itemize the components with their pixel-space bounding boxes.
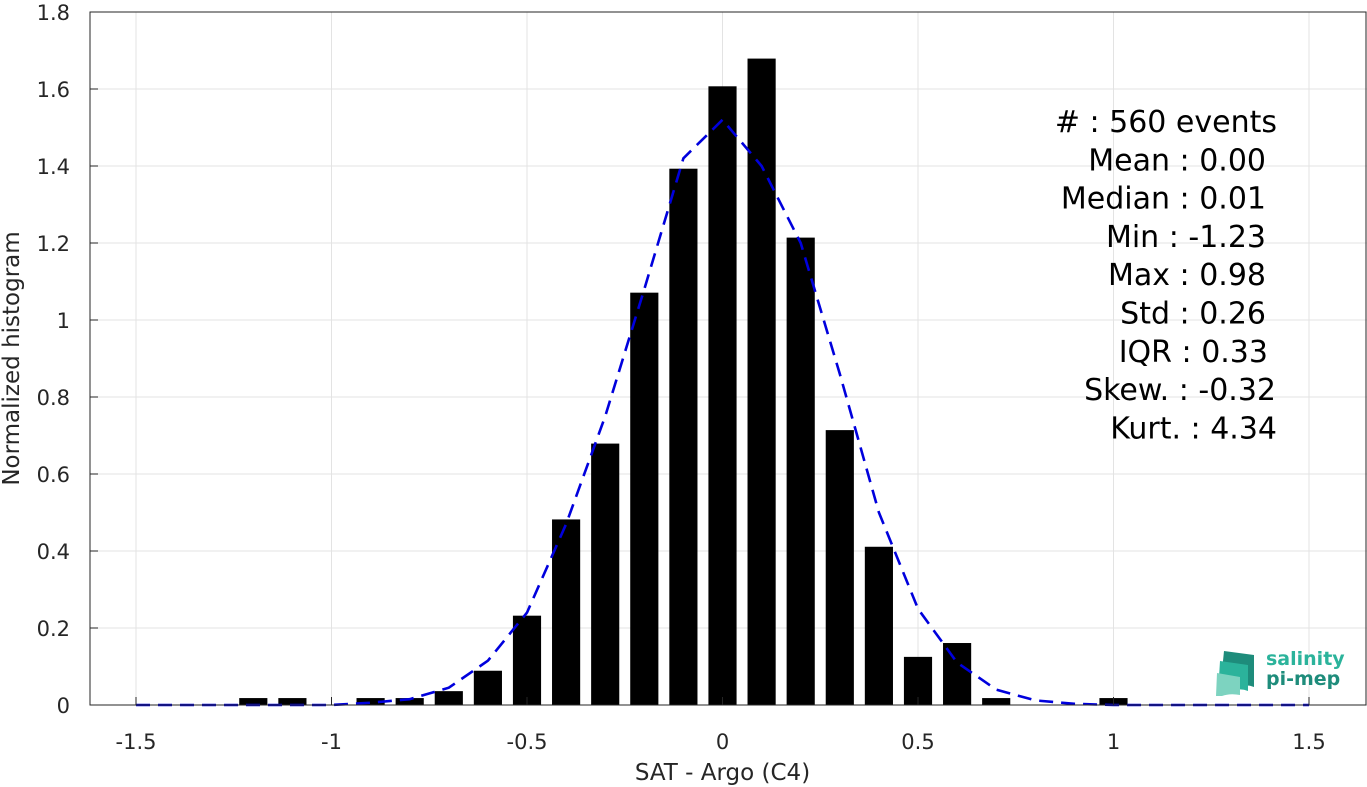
salinity-pi-mep-logo: salinity pi-mep: [1214, 645, 1354, 697]
y-axis-ticks: 0 0.2 0.4 0.6 0.8 1 1.2 1.4 1.6 1.8: [37, 1, 98, 718]
y-tick-label: 0.2: [37, 617, 70, 641]
y-tick-label: 0.8: [37, 386, 70, 410]
histogram-bar: [786, 237, 815, 706]
histogram-bar: [552, 519, 581, 705]
y-tick-label: 0.4: [37, 540, 70, 564]
histogram-bar: [943, 643, 972, 705]
stat-min: Min : -1.23: [1106, 220, 1266, 255]
y-tick-label: 1: [57, 309, 70, 333]
histogram-bars: [239, 58, 1128, 706]
y-tick-label: 1.6: [37, 78, 70, 102]
histogram-bar: [708, 86, 737, 706]
histogram-bar: [982, 698, 1011, 705]
plot-frame: [89, 11, 1367, 706]
wave-logo-icon: [1216, 651, 1254, 696]
stat-std: Std : 0.26: [1120, 297, 1266, 332]
y-tick-label: 0.6: [37, 463, 70, 487]
histogram-bar: [747, 58, 776, 705]
x-tick-label: -0.5: [507, 730, 548, 754]
logo-text-pi-mep: pi-mep: [1266, 668, 1341, 690]
histogram-bar: [630, 292, 659, 705]
histogram-bar: [473, 670, 502, 705]
histogram-bar: [434, 691, 463, 705]
x-tick-label: -1.5: [116, 730, 157, 754]
x-tick-label: 1.5: [1292, 730, 1325, 754]
histogram-bar: [864, 546, 893, 705]
histogram-bar: [356, 698, 385, 705]
histogram-bar: [395, 698, 424, 705]
histogram-bar: [825, 430, 854, 705]
y-tick-label: 0: [57, 694, 70, 718]
stat-mean: Mean : 0.00: [1088, 143, 1266, 178]
x-tick-label: 1: [1107, 730, 1120, 754]
histogram-bar: [591, 443, 620, 705]
stat-kurt: Kurt. : 4.34: [1110, 411, 1277, 446]
x-tick-label: 0.5: [901, 730, 934, 754]
histogram-bar: [278, 698, 307, 705]
statistics-annotation: # : 560 events Mean : 0.00 Median : 0.01…: [1055, 105, 1277, 446]
y-tick-label: 1.2: [37, 232, 70, 256]
x-tick-label: -1: [321, 730, 342, 754]
x-axis-ticks: -1.5 -1 -0.5 0 0.5 1 1.5: [116, 697, 1326, 754]
stat-skew: Skew. : -0.32: [1084, 373, 1276, 408]
x-tick-label: 0: [716, 730, 729, 754]
logo-text-salinity: salinity: [1266, 648, 1345, 670]
y-tick-label: 1.4: [37, 155, 70, 179]
histogram-bar: [512, 615, 542, 705]
y-axis-label: Normalized histogram: [0, 231, 25, 485]
histogram-bar: [239, 698, 268, 705]
y-tick-label: 1.8: [37, 1, 70, 25]
histogram-bar: [903, 656, 933, 705]
stat-max: Max : 0.98: [1108, 258, 1266, 293]
stat-median: Median : 0.01: [1061, 182, 1266, 217]
histogram-bar: [669, 168, 698, 705]
stat-iqr: IQR : 0.33: [1119, 335, 1268, 370]
x-axis-label: SAT - Argo (C4): [635, 760, 810, 786]
stat-count: # : 560 events: [1055, 105, 1277, 140]
